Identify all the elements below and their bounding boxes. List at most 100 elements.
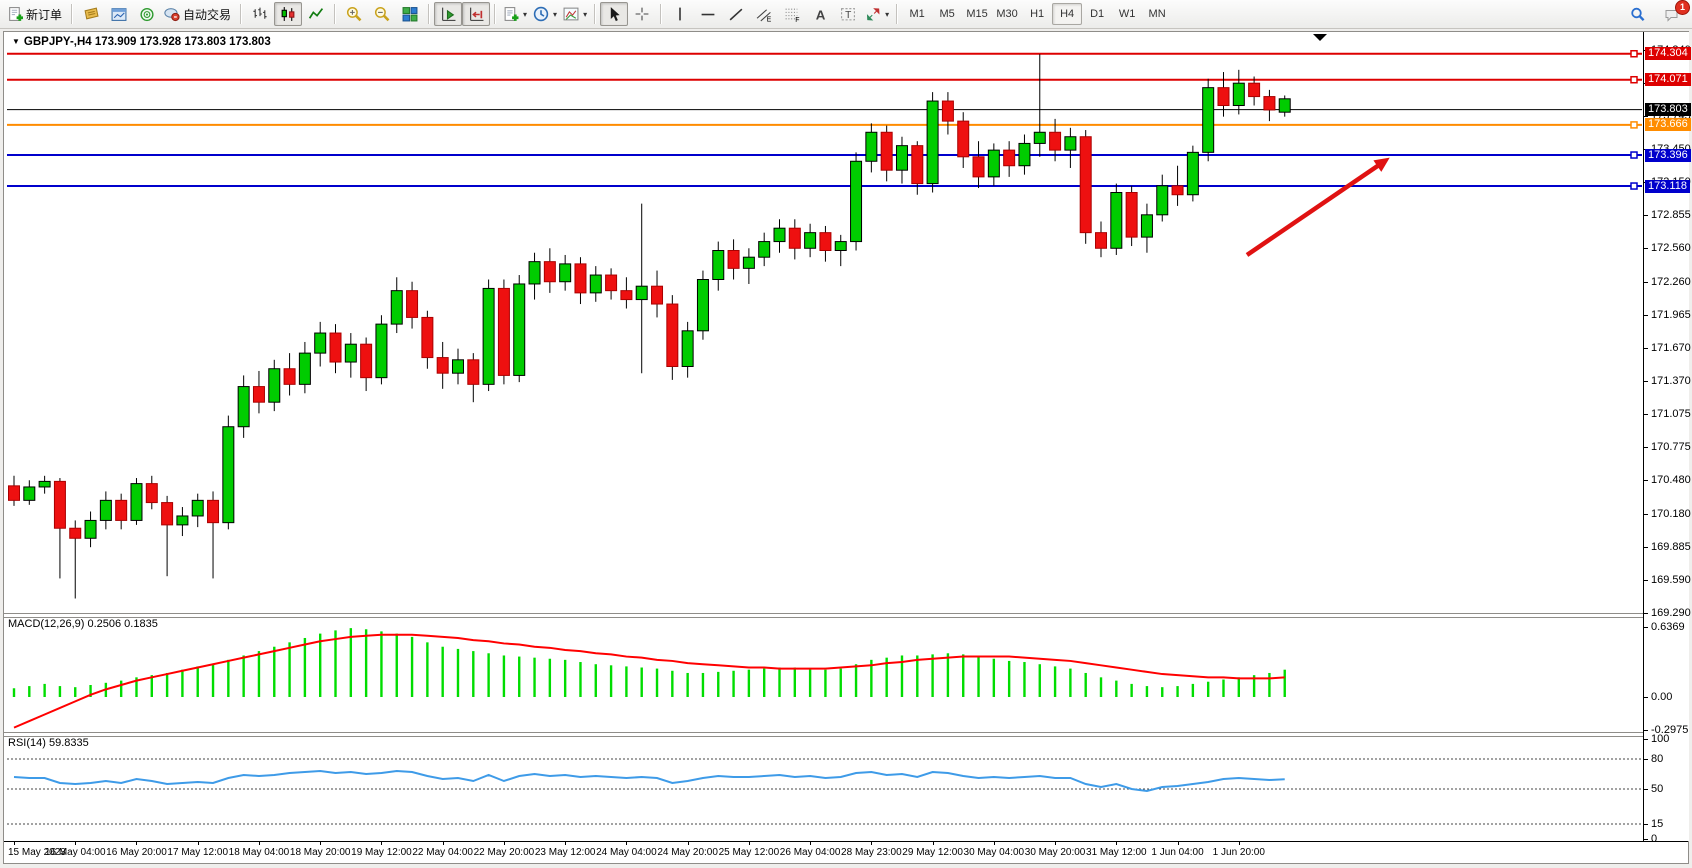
price-tick-label: 170.480 xyxy=(1651,474,1691,487)
dropdown-arrow-icon[interactable]: ▾ xyxy=(583,9,588,19)
zoom-in-button[interactable] xyxy=(340,2,368,26)
trend-arrow-annotation[interactable] xyxy=(1245,157,1390,257)
timeframe-d1-button[interactable]: D1 xyxy=(1090,8,1105,20)
autotrading-button[interactable]: 自动交易 xyxy=(161,2,236,26)
candle xyxy=(344,333,357,378)
candlestick-mode-button[interactable] xyxy=(274,2,303,26)
line-chart-mode-button[interactable] xyxy=(302,2,330,26)
price-chart-pane[interactable] xyxy=(7,33,1642,613)
market-watch-button[interactable] xyxy=(77,2,105,26)
crosshair-tool-icon xyxy=(635,7,649,21)
time-tick-mark xyxy=(14,842,15,845)
dropdown-arrow-icon[interactable]: ▾ xyxy=(885,9,890,19)
toolbar-separator xyxy=(71,4,74,24)
rsi-pane[interactable] xyxy=(7,735,1642,841)
price-tick-label: 171.075 xyxy=(1651,407,1691,420)
panel-divider[interactable] xyxy=(4,732,1643,737)
data-window-button[interactable] xyxy=(105,2,133,26)
navigator-button[interactable] xyxy=(133,2,161,26)
crosshair-tool-button[interactable] xyxy=(628,2,656,26)
periods-button[interactable]: ▾ xyxy=(530,2,560,26)
zoom-out-button[interactable] xyxy=(368,2,396,26)
line-anchor-handle[interactable] xyxy=(1630,121,1638,129)
vertical-line-tool-button[interactable] xyxy=(666,2,694,26)
rsi-label: RSI(14) 59.8335 xyxy=(8,737,89,749)
chart-menu-arrow-icon[interactable]: ▼ xyxy=(12,37,20,46)
candle xyxy=(421,310,434,369)
indicators-button[interactable]: ▾ xyxy=(500,2,530,26)
candle xyxy=(1248,76,1261,106)
timeframe-m5-button[interactable]: M5 xyxy=(939,8,955,20)
price-tick-label: 171.670 xyxy=(1651,341,1691,354)
date-label: 28 May 23:00 xyxy=(841,847,902,858)
horizontal-line-tool-button[interactable] xyxy=(694,2,722,26)
data-window-icon xyxy=(111,8,127,21)
date-label: 15 May 2023 xyxy=(8,847,66,858)
date-label: 22 May 20:00 xyxy=(473,847,535,858)
timeframe-w1-button[interactable]: W1 xyxy=(1118,8,1136,20)
axis-tick-mark xyxy=(1644,759,1648,760)
auto-scroll-button[interactable] xyxy=(434,2,463,26)
timeframe-m15-button[interactable]: M15 xyxy=(966,8,988,20)
date-label: 29 May 12:00 xyxy=(902,847,963,858)
price-tick-label: 171.965 xyxy=(1651,308,1691,321)
time-tick-mark xyxy=(136,842,138,845)
candle xyxy=(1278,95,1291,117)
dropdown-arrow-icon[interactable]: ▾ xyxy=(553,9,558,19)
timeframe-mn-button[interactable]: MN xyxy=(1148,8,1166,20)
candle xyxy=(406,281,419,329)
candle xyxy=(1217,72,1230,117)
dropdown-arrow-icon[interactable]: ▾ xyxy=(523,9,528,19)
cursor-tool-button[interactable] xyxy=(600,2,629,26)
line-anchor-handle[interactable] xyxy=(1630,182,1638,190)
fibonacci-tool-button[interactable]: F xyxy=(778,2,806,26)
line-anchor-handle[interactable] xyxy=(1630,49,1638,58)
time-tick-mark xyxy=(75,842,77,845)
candle xyxy=(987,143,1000,186)
candle xyxy=(1064,127,1077,168)
notifications-button[interactable]: 1 xyxy=(1658,0,1690,27)
arrows-tool-button[interactable]: ▾ xyxy=(862,2,892,26)
toolbar-separator xyxy=(594,4,597,24)
cursor-tool-icon xyxy=(610,7,620,22)
candle xyxy=(911,141,924,195)
navigator-icon xyxy=(140,7,154,22)
candlestick-mode-icon xyxy=(281,7,295,21)
timeframe-m30-button[interactable]: M30 xyxy=(996,8,1018,20)
timeframe-m1-button[interactable]: M1 xyxy=(909,8,925,20)
tile-windows-button[interactable] xyxy=(396,2,424,26)
text-tool-button[interactable]: A xyxy=(806,2,834,26)
timeframe-h1-button[interactable]: H1 xyxy=(1030,8,1045,20)
chart-shift-button[interactable] xyxy=(462,2,491,26)
rsi-tick-label: 50 xyxy=(1651,783,1664,795)
candle xyxy=(268,359,281,412)
new-order-button[interactable]: 新订单 xyxy=(4,2,67,26)
axis-tick-mark xyxy=(1644,513,1648,515)
panel-divider[interactable] xyxy=(4,613,1643,618)
rsi-tick-label: 15 xyxy=(1651,818,1664,830)
templates-button[interactable]: ▾ xyxy=(560,2,590,26)
time-axis[interactable]: 15 May 2023 16 May 04:00 16 May 20:00 17 Ma… xyxy=(4,841,1688,863)
time-tick-mark xyxy=(503,842,505,845)
macd-pane[interactable] xyxy=(7,616,1642,732)
axis-tick-mark xyxy=(1644,413,1648,415)
bar-chart-mode-button[interactable] xyxy=(246,2,274,26)
candlestick-chart[interactable] xyxy=(7,33,1642,613)
equidistant-channel-tool-button[interactable]: E xyxy=(750,2,778,26)
line-anchor-handle[interactable] xyxy=(1630,151,1638,159)
trendline-tool-button[interactable] xyxy=(722,2,750,26)
timeframe-h4-button[interactable]: H4 xyxy=(1052,3,1083,25)
candle xyxy=(880,125,893,182)
candle xyxy=(850,152,863,251)
price-tick-label: 172.855 xyxy=(1651,209,1691,222)
price-axis[interactable]: 174.340174.045173.745173.450173.150172.8… xyxy=(1643,32,1691,845)
svg-text:F: F xyxy=(795,17,799,22)
scroll-position-marker[interactable] xyxy=(1313,34,1327,41)
candle xyxy=(727,239,740,280)
search-button[interactable] xyxy=(1624,3,1652,27)
date-label: 30 May 04:00 xyxy=(963,847,1025,858)
time-tick-mark xyxy=(320,842,322,845)
text-label-tool-button[interactable]: T xyxy=(834,2,862,26)
line-anchor-handle[interactable] xyxy=(1630,75,1638,84)
